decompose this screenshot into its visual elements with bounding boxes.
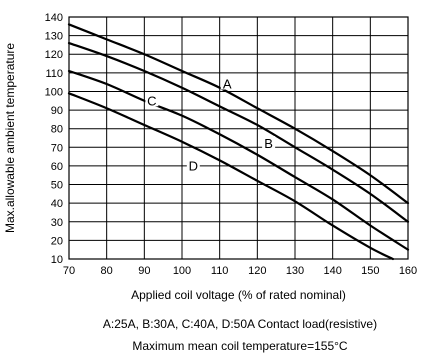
curve-label-b: B xyxy=(264,136,273,151)
y-tick-label: 50 xyxy=(51,180,63,192)
y-axis-label: Max.allowable ambient temperature xyxy=(3,43,17,233)
y-tick-label: 60 xyxy=(51,161,63,173)
x-tick-label: 140 xyxy=(323,265,341,277)
x-tick-labels: 70 80 90 100 110 120 130 140 150 160 xyxy=(63,265,417,277)
plot-frame xyxy=(68,16,409,260)
series-line-b xyxy=(67,41,410,223)
curve-label-background xyxy=(262,136,276,150)
x-tick-label: 160 xyxy=(399,265,417,277)
curve-label-background xyxy=(220,76,234,90)
x-tick-label: 130 xyxy=(286,265,304,277)
curve-labels: A B C D xyxy=(145,76,276,173)
series-lines xyxy=(67,23,410,261)
series-line-d xyxy=(67,92,395,261)
x-tick-label: 150 xyxy=(361,265,379,277)
y-tick-label: 140 xyxy=(45,12,63,24)
x-tick-label: 110 xyxy=(211,265,229,277)
y-tick-label: 110 xyxy=(45,68,63,80)
chart: 70 80 90 100 110 120 130 140 150 160 10 20 30 40 50 60… xyxy=(3,12,417,302)
y-tick-label: 40 xyxy=(51,198,63,210)
y-tick-label: 10 xyxy=(51,254,63,266)
curve-label-a: A xyxy=(223,77,232,92)
x-tick-label: 100 xyxy=(173,265,191,277)
x-tick-label: 70 xyxy=(63,265,75,277)
contact-load-note: A:25A, B:30A, C:40A, D:50A Contact load(… xyxy=(102,317,378,331)
curve-label-d: D xyxy=(189,158,198,173)
y-tick-label: 30 xyxy=(51,217,63,229)
y-tick-label: 20 xyxy=(51,235,63,247)
x-axis-label: Applied coil voltage (% of rated nominal… xyxy=(131,288,346,302)
y-tick-label: 70 xyxy=(51,142,63,154)
curve-label-background xyxy=(145,93,159,107)
x-tick-label: 90 xyxy=(138,265,150,277)
y-tick-label: 130 xyxy=(45,31,63,43)
y-tick-labels: 10 20 30 40 50 60 70 80 90 100 110 120 130 140 xyxy=(45,12,63,266)
y-tick-label: 120 xyxy=(45,49,63,61)
x-tick-label: 80 xyxy=(101,265,113,277)
x-tick-label: 120 xyxy=(248,265,266,277)
y-tick-label: 100 xyxy=(45,86,63,98)
series-line-c xyxy=(67,69,410,251)
curve-label-c: C xyxy=(147,93,156,108)
coil-temperature-note: Maximum mean coil temperature=155°C xyxy=(132,339,348,353)
curve-label-background xyxy=(186,158,200,172)
y-tick-label: 90 xyxy=(51,105,63,117)
y-tick-label: 80 xyxy=(51,124,63,136)
grid xyxy=(68,16,409,260)
series-line-a xyxy=(67,23,410,205)
